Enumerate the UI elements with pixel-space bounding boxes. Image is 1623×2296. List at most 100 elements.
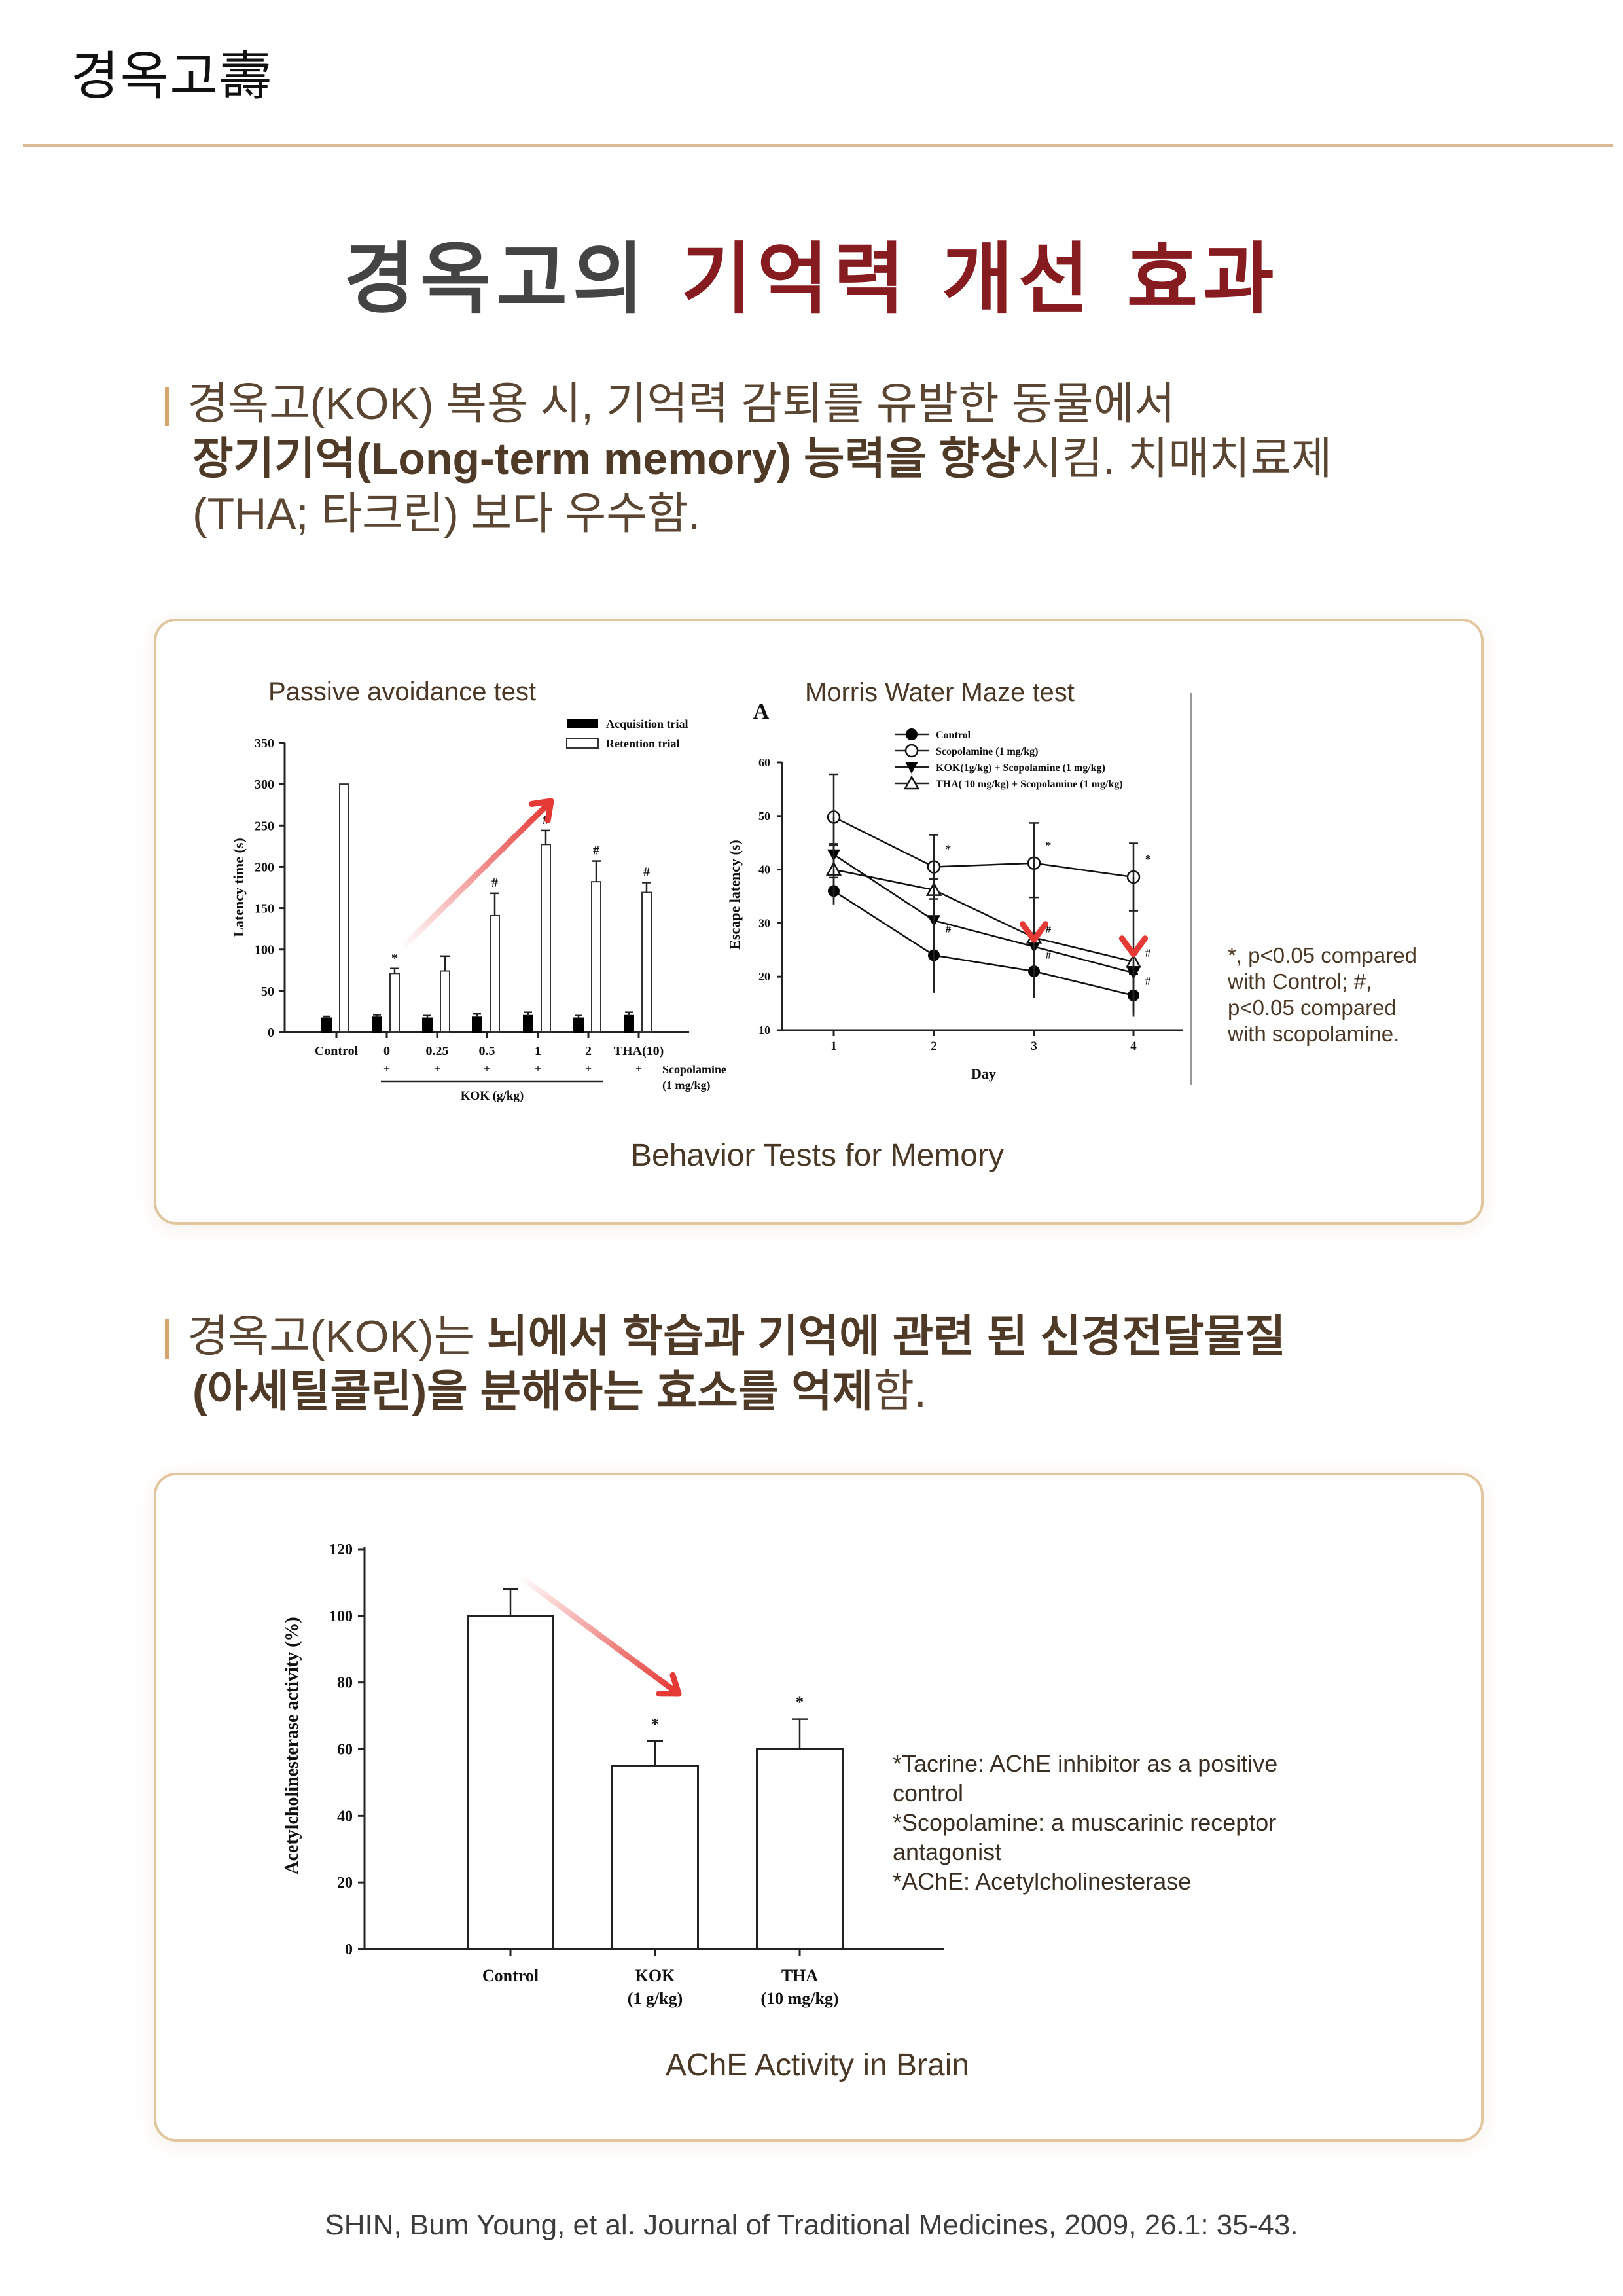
- significance-mark: *: [1046, 839, 1052, 852]
- y-tick-label: 250: [255, 819, 274, 833]
- legend-marker: [906, 728, 918, 740]
- bar-retention: [641, 891, 652, 1033]
- legend-label: Control: [936, 730, 971, 741]
- significance-mark: *: [391, 951, 398, 965]
- legend-marker: [905, 762, 918, 774]
- section-1-line-2: 장기기억(Long-term memory) 능력을 향상시킴. 치매치료제: [165, 431, 1332, 486]
- note-line: antagonist: [893, 1839, 1002, 1865]
- significance-mark: #: [1046, 922, 1052, 935]
- note-line: with Control; #,: [1228, 969, 1372, 994]
- y-tick-label: 50: [261, 984, 274, 999]
- legend-label: KOK(1g/kg) + Scopolamine (1 mg/kg): [936, 762, 1105, 774]
- y-tick-label: 20: [337, 1874, 353, 1892]
- x-axis-label: Day: [971, 1066, 996, 1082]
- legend-label: Retention trial: [606, 737, 679, 750]
- panel-letter: A: [753, 700, 770, 724]
- x-tick-sublabel: (1 g/kg): [628, 1989, 683, 2008]
- x-tick-sublabel: (10 mg/kg): [760, 1989, 838, 2008]
- series-0: [828, 885, 1139, 1001]
- plain-text: 경옥고(KOK)는: [187, 1312, 488, 1361]
- y-tick-label: 60: [758, 756, 770, 769]
- highlight-text: (아세틸콜린)을 분해하는 효소를 억제: [192, 1367, 874, 1416]
- x-tick-label: 0: [383, 1044, 390, 1058]
- significance-mark: #: [643, 865, 650, 879]
- highlight-text: 장기기억(Long-term memory) 능력을 향상: [192, 434, 1021, 484]
- y-tick-label: 100: [329, 1608, 353, 1625]
- bar-acquisition: [624, 1014, 634, 1033]
- scopolamine-label: Scopolamine: [662, 1063, 726, 1076]
- y-axis-label: Acetylcholinesterase activity (%): [282, 1617, 302, 1874]
- y-tick-label: 30: [758, 916, 770, 929]
- significance-mark: *: [651, 1716, 659, 1733]
- y-tick-label: 120: [329, 1541, 353, 1558]
- bar-retention: [490, 914, 500, 1033]
- x-tick-label: THA: [781, 1966, 819, 1985]
- y-tick-label: 350: [255, 736, 274, 751]
- title-part-2: 기억력 개선 효과: [681, 233, 1279, 324]
- behavior-tests-card: [154, 619, 1484, 1225]
- legend-marker: [904, 744, 919, 758]
- arrow-shaft: [516, 1573, 678, 1694]
- bar-retention: [339, 783, 349, 1033]
- bar: [756, 1748, 844, 1950]
- legend-swatch-retention: [566, 738, 599, 749]
- citation: SHIN, Bum Young, et al. Journal of Tradi…: [325, 2209, 1298, 2241]
- y-tick-label: 20: [758, 970, 770, 983]
- y-tick-label: 10: [758, 1024, 770, 1037]
- highlight-text: 뇌에서 학습과 기억에 관련 된 신경전달물질: [487, 1312, 1286, 1361]
- y-tick-label: 150: [255, 902, 274, 916]
- arrowhead-icon: [1019, 921, 1049, 943]
- y-tick-label: 80: [337, 1675, 353, 1692]
- note-line: *AChE: Acetylcholinesterase: [893, 1868, 1192, 1895]
- section-1-line-3: (THA; 타크린) 보다 우수함.: [192, 489, 701, 539]
- note-line: control: [893, 1780, 964, 1806]
- significance-mark: *: [946, 843, 952, 855]
- significance-mark: *: [796, 1695, 804, 1712]
- decrease-arrow: [1019, 874, 1049, 943]
- legend-label: Acquisition trial: [606, 717, 688, 730]
- legend-swatch-acquisition: [567, 719, 598, 728]
- bar-retention: [541, 844, 551, 1033]
- legend-label: THA( 10 mg/kg) + Scopolamine (1 mg/kg): [936, 779, 1123, 790]
- x-tick-label: KOK: [635, 1966, 675, 1985]
- bar-retention: [389, 973, 400, 1033]
- legend-label: Scopolamine (1 mg/kg): [936, 746, 1038, 757]
- y-tick-label: 100: [255, 943, 274, 958]
- section-2-line-1: 경옥고(KOK)는 뇌에서 학습과 기억에 관련 된 신경전달물질: [165, 1309, 1286, 1364]
- significance-mark: #: [1145, 975, 1151, 987]
- x-tick-label: THA(10): [614, 1044, 664, 1058]
- x-tick-label: 2: [931, 1039, 937, 1053]
- section-2-text: 경옥고(KOK)는 뇌에서 학습과 기억에 관련 된 신경전달물질 (아세틸콜린…: [165, 1309, 1286, 1419]
- significance-note: *, p<0.05 compared with Control; #, p<0.…: [1228, 942, 1417, 1047]
- bar: [467, 1615, 554, 1950]
- y-tick-label: 0: [345, 1941, 353, 1958]
- behavior-caption: Behavior Tests for Memory: [631, 1138, 1004, 1173]
- note-line: *, p<0.05 compared: [1228, 943, 1417, 967]
- y-tick-label: 40: [758, 863, 770, 876]
- arrowhead-icon: [656, 1672, 682, 1697]
- scopolamine-dose-label: (1 mg/kg): [662, 1079, 711, 1092]
- mwm-chart-title: Morris Water Maze test: [805, 678, 1075, 707]
- bar-acquisition: [321, 1017, 332, 1033]
- arrowhead-icon: [528, 798, 554, 824]
- series-1: [827, 810, 1141, 884]
- x-tick-label: 0.25: [426, 1044, 449, 1058]
- bar-acquisition: [372, 1016, 382, 1033]
- scopolamine-mark: +: [484, 1062, 490, 1075]
- scopolamine-mark: +: [585, 1062, 592, 1075]
- ache-caption: AChE Activity in Brain: [665, 2048, 970, 2083]
- note-line: with scopolamine.: [1228, 1022, 1400, 1046]
- y-tick-label: 40: [337, 1808, 353, 1825]
- section-1-line-1: 경옥고(KOK) 복용 시, 기억력 감퇴를 유발한 동물에서: [187, 379, 1175, 429]
- bar-acquisition: [523, 1014, 533, 1033]
- decrease-arrow: [516, 1573, 682, 1697]
- x-tick-label: Control: [315, 1044, 359, 1058]
- significance-mark: #: [946, 922, 952, 935]
- bar-acquisition: [573, 1017, 584, 1033]
- series-line: [833, 869, 1134, 963]
- section-2-line-2: (아세틸콜린)을 분해하는 효소를 억제함.: [165, 1364, 1286, 1419]
- accent-bar: [165, 387, 169, 426]
- trend-arrow: [399, 798, 554, 952]
- series-line: [833, 853, 1134, 974]
